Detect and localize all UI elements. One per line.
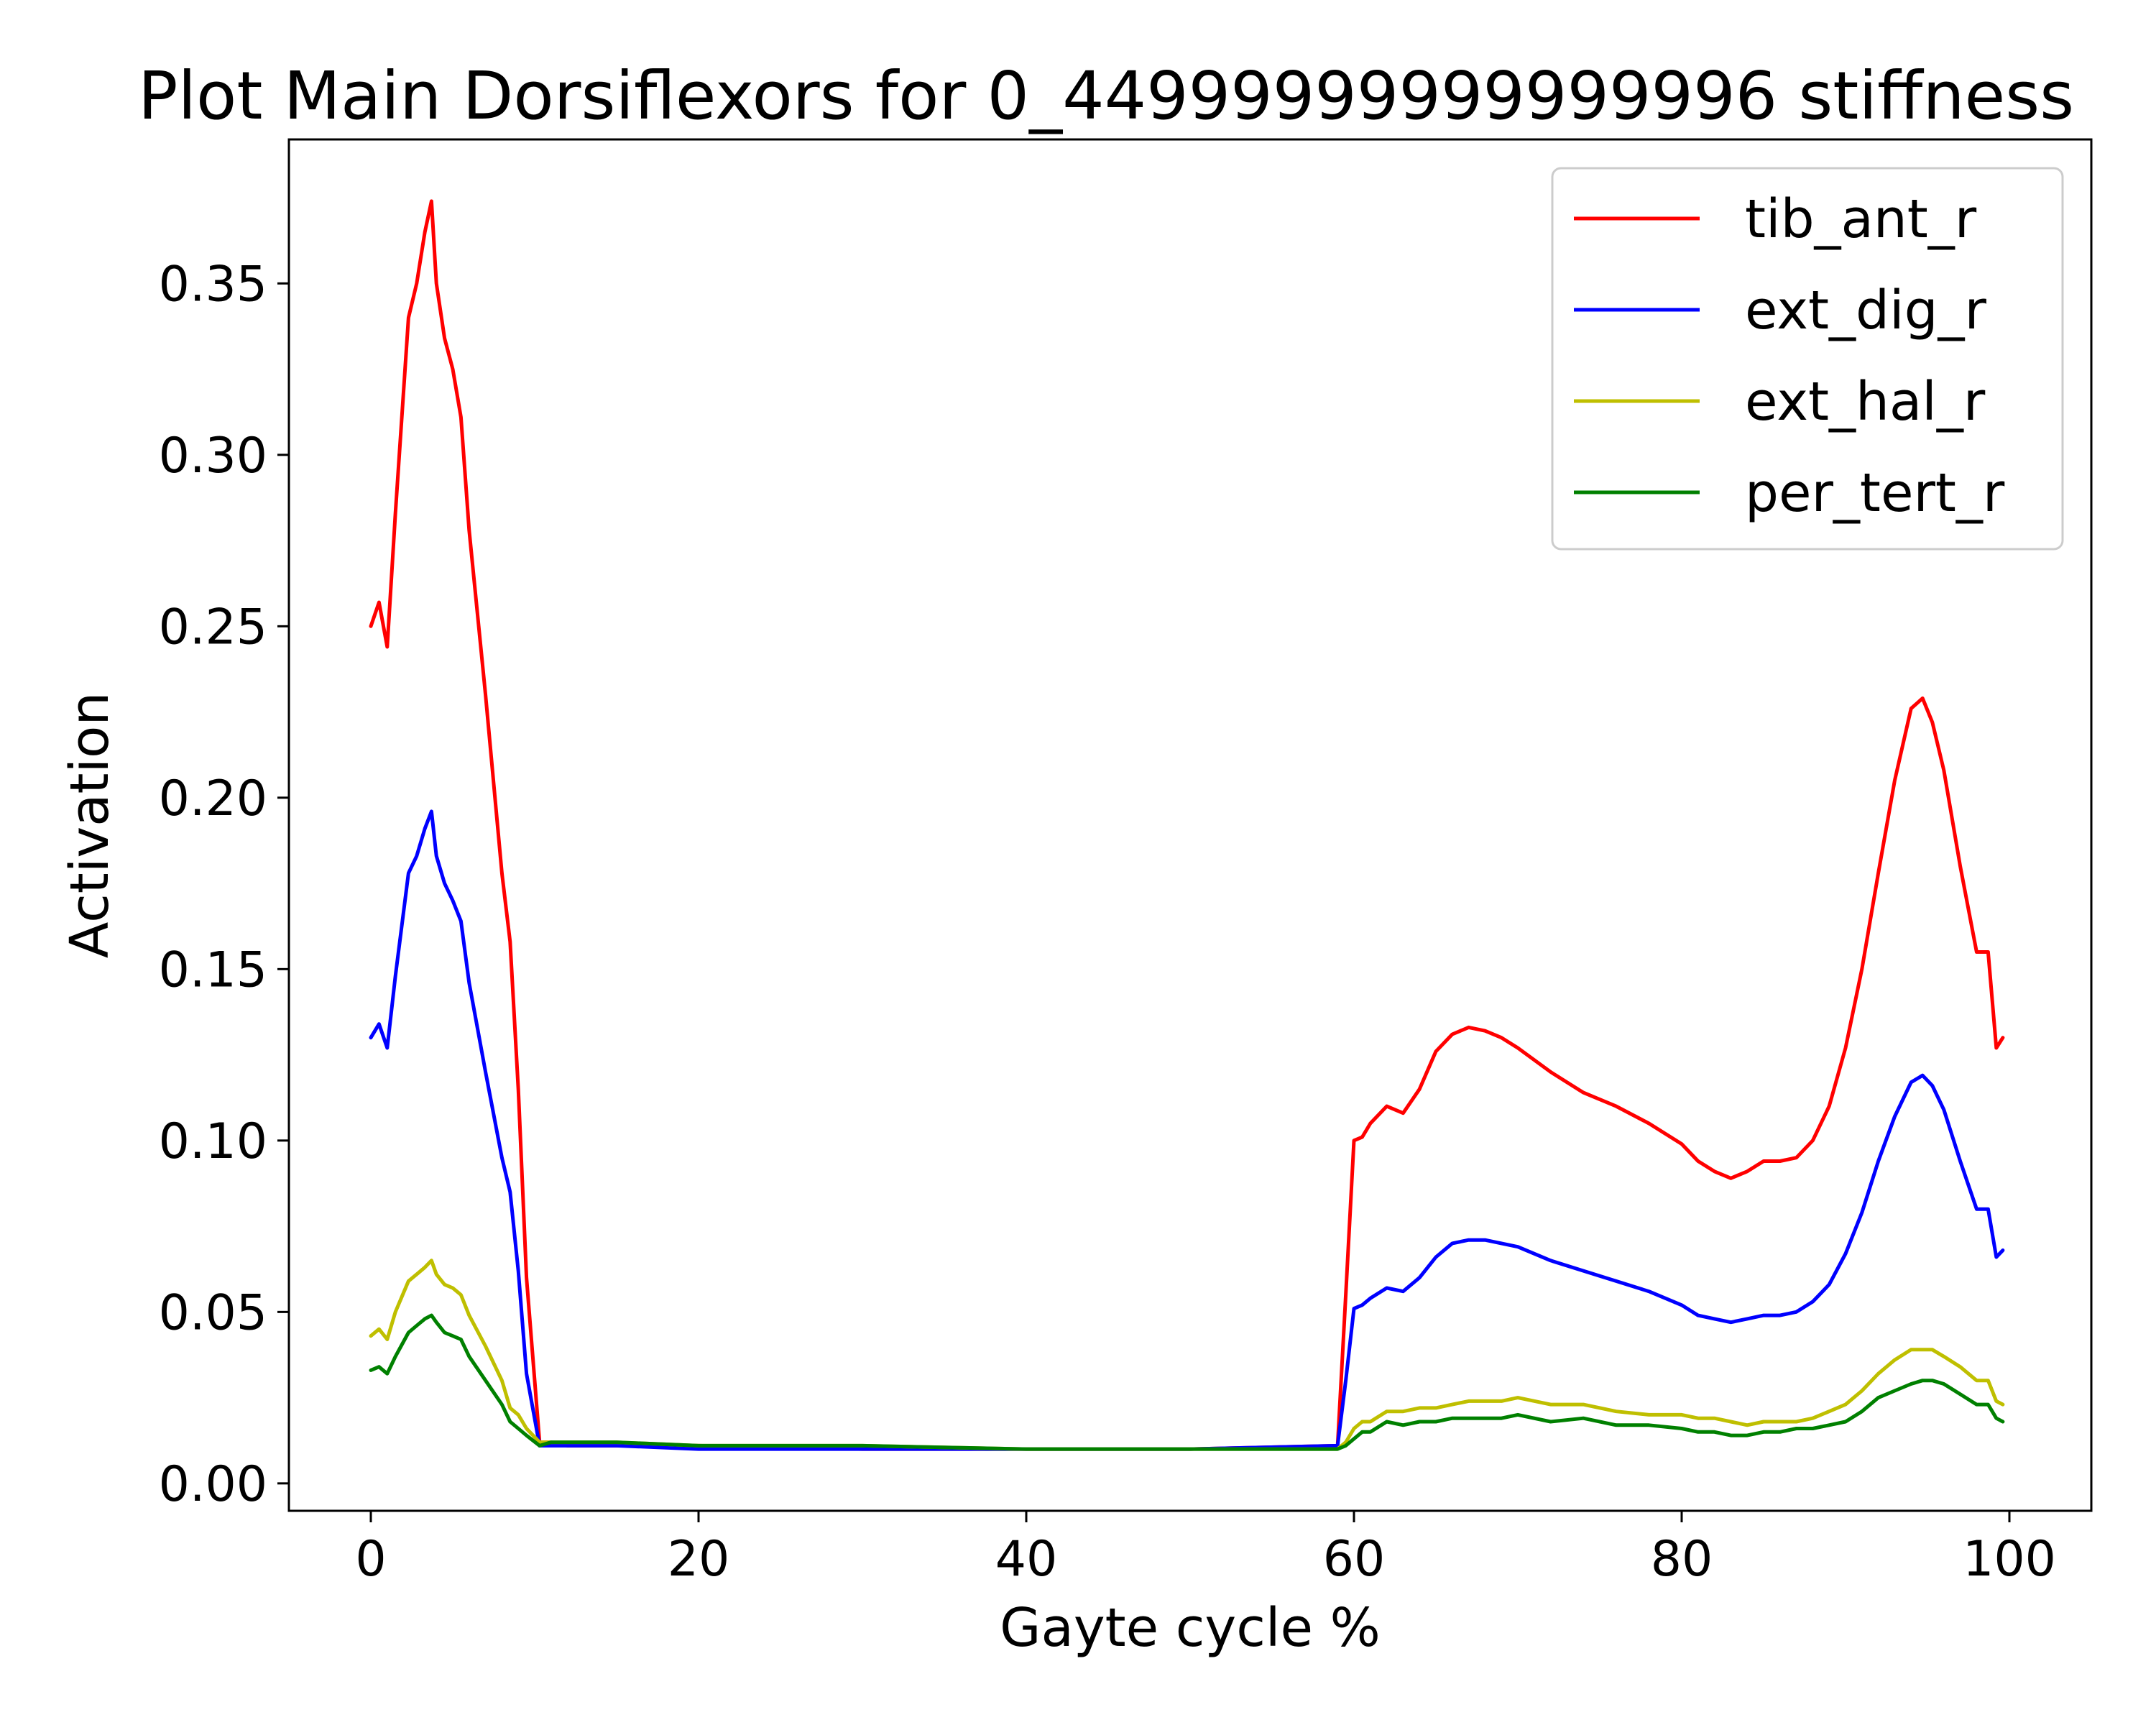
x-tick-label: 0	[355, 1531, 386, 1588]
y-tick-label: 0.05	[159, 1284, 267, 1341]
y-tick-label: 0.35	[159, 256, 267, 313]
y-tick-label: 0.25	[159, 599, 267, 656]
legend-label-ext-hal-r: ext_hal_r	[1745, 371, 1986, 433]
x-tick-label: 40	[995, 1531, 1058, 1588]
x-tick-label: 80	[1651, 1531, 1713, 1588]
y-tick-label: 0.00	[159, 1456, 267, 1513]
x-tick-label: 60	[1323, 1531, 1386, 1588]
series-line-per-tert-r	[369, 1313, 2005, 1451]
x-tick-label: 100	[1963, 1531, 2056, 1588]
y-axis-label: Activation	[59, 692, 121, 958]
legend-box	[1551, 167, 2064, 551]
legend-label-per-tert-r: per_tert_r	[1745, 462, 2005, 524]
chart-title: Plot Main Dorsiflexors for 0_44999999999…	[138, 58, 2074, 134]
y-tick-label: 0.15	[159, 942, 267, 998]
series-line-ext-hal-r	[369, 1259, 2005, 1451]
series-line-tib-ant-r	[369, 199, 2005, 1451]
x-axis-label: Gayte cycle %	[1000, 1597, 1381, 1659]
legend-label-ext-dig-r: ext_dig_r	[1745, 280, 1987, 341]
axes-frame	[287, 138, 2093, 1512]
tick-layer: 0 20 40 60 80 100 0.00 0.05 0.10 0.15 0.20 0.25 0.30…	[159, 256, 2056, 1588]
y-tick-label: 0.10	[159, 1113, 267, 1170]
legend-label-tib-ant-r: tib_ant_r	[1745, 188, 1977, 250]
legend: tib_ant_r ext_dig_r ext_hal_r per_tert_r	[1551, 167, 2064, 551]
y-tick-label: 0.20	[159, 770, 267, 827]
y-tick-label: 0.30	[159, 428, 267, 484]
series-line-ext-dig-r	[369, 809, 2005, 1451]
x-tick-label: 20	[668, 1531, 730, 1588]
series-layer	[369, 199, 2005, 1451]
